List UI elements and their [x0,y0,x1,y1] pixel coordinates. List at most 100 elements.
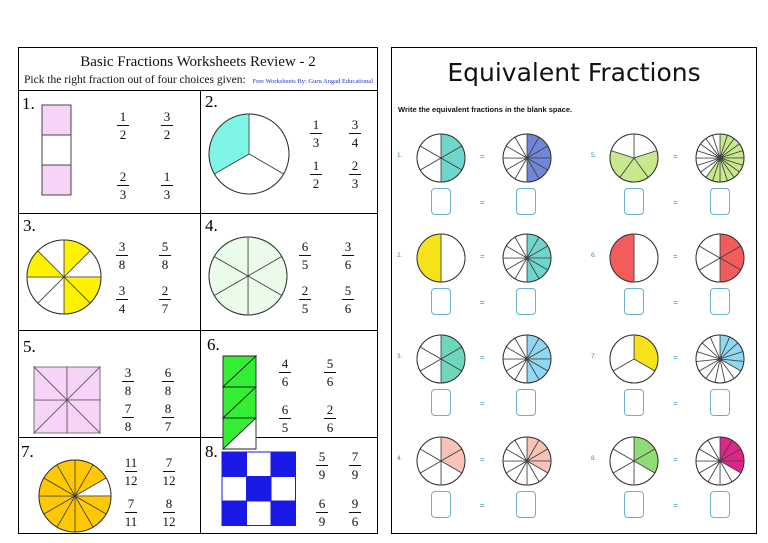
fraction-bar [324,372,336,373]
fraction-choice[interactable]: 11 12 [118,456,144,488]
bar-segment [41,164,72,196]
bar-segment [41,134,72,166]
answer-box[interactable] [431,389,451,416]
answer-box[interactable] [516,188,536,215]
instruction-text: Pick the right fraction out of four choi… [24,74,246,86]
fraction-bar [342,299,354,300]
circle-outline [609,133,659,183]
fraction-bar [122,417,134,418]
circle-outline [208,113,290,195]
answer-box[interactable] [710,491,730,518]
fraction-bar [116,255,128,256]
numerator: 7 [351,449,359,464]
answer-box[interactable] [624,491,644,518]
answer-box[interactable] [710,389,730,416]
fraction-bar [117,185,129,186]
circle-outline [609,233,659,283]
fraction-choice[interactable]: 7 12 [156,456,182,488]
equals-sign: = [673,353,678,362]
numerator: 2 [119,169,127,184]
fraction-bar [342,255,354,256]
denominator: 12 [162,514,176,529]
answer-box[interactable] [624,188,644,215]
answer-box[interactable] [710,288,730,315]
answer-box[interactable] [516,288,536,315]
equivalent-fraction-circle [502,334,552,384]
fraction-choice[interactable]: 7 11 [118,497,144,529]
circle-outline [416,334,466,384]
grid-cell [221,451,247,477]
credit-link[interactable]: Free Worksheets By: Guru Angad Education… [252,78,374,85]
fraction-bar [349,133,361,134]
numerator: 9 [351,496,359,511]
answer-box[interactable] [431,288,451,315]
question-number: 7. [591,353,597,360]
answer-box[interactable] [431,491,451,518]
fraction-bar [161,185,173,186]
circle-outline [609,334,659,384]
denominator: 9 [318,514,326,529]
fraction-bar [349,512,361,513]
denominator: 8 [124,419,132,434]
bar-segment [41,104,72,136]
question-number: 1. [22,94,35,113]
equals-sign: = [480,198,485,207]
worksheet-instruction: Pick the right fraction out of four choi… [24,74,373,86]
circle-outline [416,436,466,486]
fraction-choice[interactable]: 8 12 [156,497,182,529]
grid-cell [246,500,272,526]
fraction-bar [310,174,322,175]
equals-sign: = [480,152,485,161]
answer-box[interactable] [516,491,536,518]
fraction-bar [162,417,174,418]
fraction-triangles [221,354,258,451]
numerator: 1 [163,169,171,184]
circle-slice [609,233,635,283]
equivalent-fraction-circle [609,133,659,183]
numerator: 1 [312,117,320,132]
answer-box[interactable] [431,188,451,215]
fraction-bar [159,299,171,300]
fraction-bar [159,255,171,256]
equivalent-fraction-circle [416,233,466,283]
equivalent-fraction-circle [695,436,745,486]
answer-box[interactable] [710,188,730,215]
worksheet-title: Equivalent Fractions [447,58,701,87]
answer-box[interactable] [516,389,536,416]
equals-sign: = [673,252,678,261]
question-number: 6. [207,335,220,354]
fraction-bar [349,174,361,175]
answer-box[interactable] [624,389,644,416]
denominator: 3 [312,135,320,150]
equivalent-fraction-circle [502,233,552,283]
answer-box[interactable] [624,288,644,315]
